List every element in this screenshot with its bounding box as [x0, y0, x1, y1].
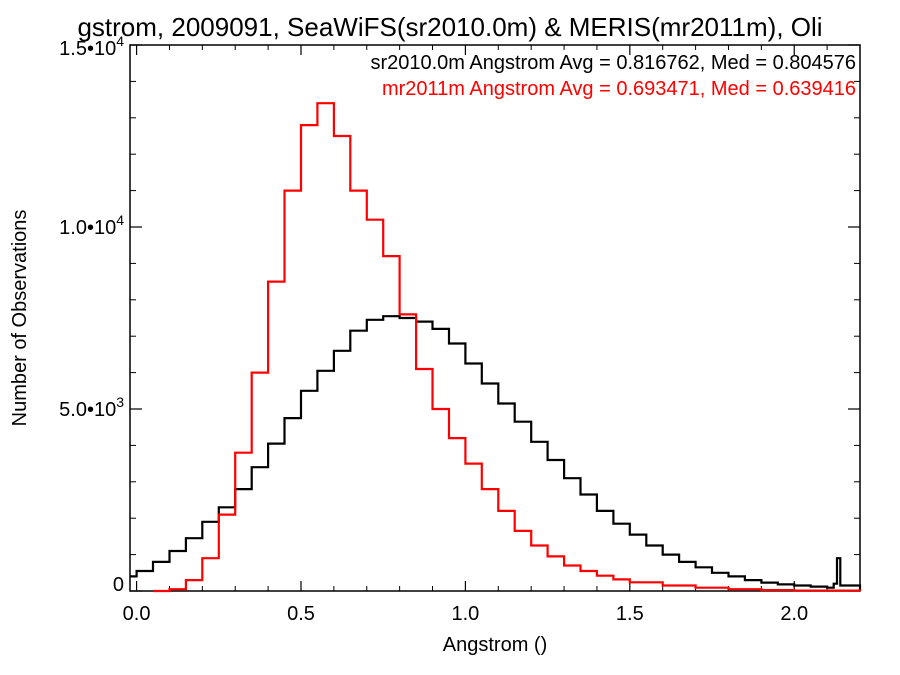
y-tick-mantissa: 1.0•10 — [59, 217, 116, 239]
y-tick-label: 0 — [113, 574, 124, 596]
y-tick-exponent: 3 — [116, 394, 124, 410]
chart-title: gstrom, 2009091, SeaWiFS(sr2010.0m) & ME… — [77, 12, 822, 42]
y-tick-mantissa: 5.0•10 — [59, 399, 116, 421]
axis-ticks — [130, 44, 860, 592]
series-line-1 — [153, 102, 862, 593]
series-line-0 — [130, 315, 862, 591]
y-tick-mantissa: 1.5•10 — [59, 38, 116, 60]
y-tick-label: 1.5•104 — [59, 33, 124, 60]
plot-frame — [129, 44, 861, 592]
x-tick-label: 0.0 — [123, 603, 151, 625]
annotation-mr2011: mr2011m Angstrom Avg = 0.693471, Med = 0… — [382, 78, 856, 100]
x-tick-label: 2.0 — [780, 603, 808, 625]
y-tick-exponent: 4 — [116, 33, 124, 49]
y-tick-label: 5.0•103 — [59, 394, 124, 421]
series-layer — [130, 102, 862, 593]
x-tick-labels: 0.0 0.5 1.0 1.5 2.0 — [123, 603, 808, 625]
x-tick-label: 1.0 — [451, 603, 479, 625]
annotation-sr2010: sr2010.0m Angstrom Avg = 0.816762, Med =… — [370, 52, 856, 74]
y-tick-label: 1.0•104 — [59, 212, 124, 239]
y-tick-mantissa: 0 — [113, 574, 124, 596]
y-axis-label: Number of Observations — [9, 210, 31, 427]
x-tick-label: 0.5 — [287, 603, 315, 625]
x-axis-label: Angstrom () — [443, 634, 547, 656]
x-tick-label: 1.5 — [616, 603, 644, 625]
y-tick-exponent: 4 — [116, 212, 124, 228]
